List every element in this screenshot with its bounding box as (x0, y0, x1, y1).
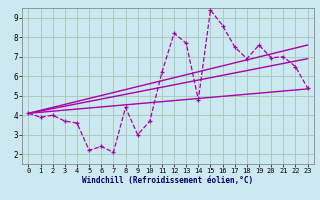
X-axis label: Windchill (Refroidissement éolien,°C): Windchill (Refroidissement éolien,°C) (83, 176, 253, 185)
